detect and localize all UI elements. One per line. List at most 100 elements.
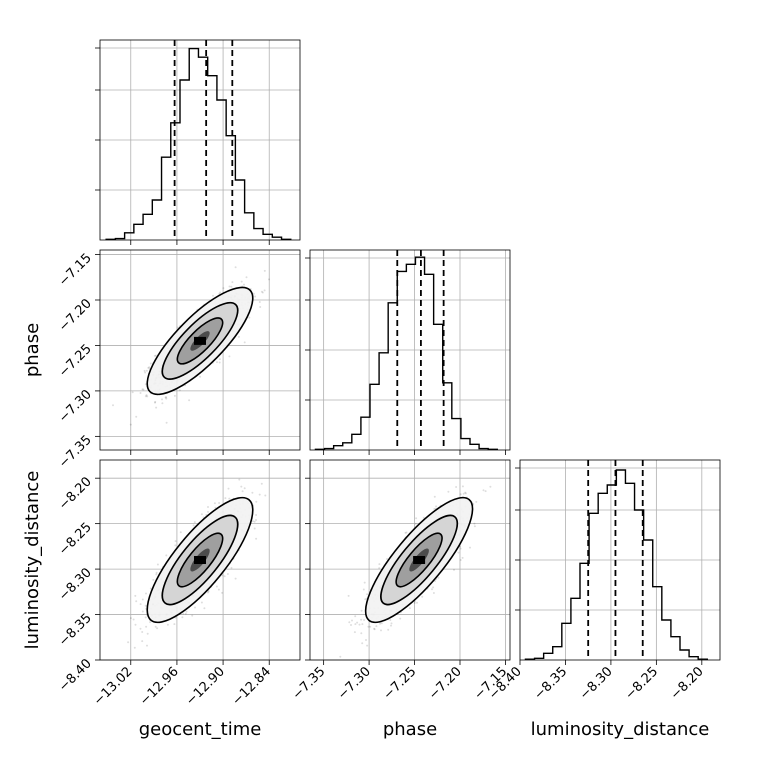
density-geocent-time-vs-luminosity-distance-point [155,573,158,576]
density-geocent-time-vs-phase-point [188,399,191,402]
density-geocent-time-vs-phase-point [145,369,148,372]
density-geocent-time-vs-phase-point [260,290,263,293]
density-geocent-time-vs-luminosity-distance-point [243,487,246,490]
density-geocent-time-vs-luminosity-distance-point [141,631,144,633]
density-geocent-time-vs-luminosity-distance-point [165,554,168,557]
density-geocent-time-vs-phase-point [129,423,132,426]
panel-phase-histogram [305,249,511,455]
density-geocent-time-vs-luminosity-distance-point [223,575,226,578]
density-geocent-time-vs-luminosity-distance-point [139,627,142,630]
density-phase-vs-luminosity-distance-point [360,609,363,612]
density-geocent-time-vs-phase-point [165,396,168,399]
density-phase-vs-luminosity-distance-point [459,559,462,561]
density-geocent-time-vs-luminosity-distance-point [255,537,258,540]
density-geocent-time-vs-phase-point [146,395,149,398]
density-geocent-time-vs-luminosity-distance-point [277,452,279,454]
density-geocent-time-vs-luminosity-distance-frame [99,459,301,661]
density-phase-vs-luminosity-distance-point [380,629,382,632]
density-phase-vs-luminosity-distance-point [373,628,376,631]
density-geocent-time-vs-luminosity-distance-plot-area [127,452,279,649]
density-geocent-time-vs-phase-point [219,291,222,294]
density-geocent-time-vs-luminosity-distance-point [184,612,187,615]
density-phase-vs-luminosity-distance-point [459,547,462,550]
density-geocent-time-vs-phase-point [178,389,181,392]
density-phase-vs-luminosity-distance-point [387,628,390,631]
density-geocent-time-vs-luminosity-distance-point [149,587,152,590]
density-geocent-time-vs-phase-point [148,366,151,369]
density-geocent-time-vs-phase-point [153,354,156,357]
density-phase-vs-luminosity-distance-point [473,525,476,528]
density-geocent-time-vs-luminosity-distance-point [144,604,147,607]
density-geocent-time-vs-phase-frame [99,249,301,451]
density-phase-vs-luminosity-distance-point [390,622,393,625]
density-geocent-time-vs-phase-point [263,269,266,272]
density-geocent-time-vs-luminosity-distance-point [139,603,142,606]
density-geocent-time-vs-phase-point [164,396,167,399]
density-geocent-time-vs-phase-point [199,375,202,378]
density-phase-vs-luminosity-distance-point [484,490,487,493]
density-geocent-time-vs-luminosity-distance-point [182,612,185,615]
density-phase-vs-luminosity-distance-point [354,615,357,618]
density-geocent-time-vs-phase-point [231,281,234,284]
density-geocent-time-vs-luminosity-distance-point [129,617,132,620]
panel-geocent-time-histogram [95,39,301,245]
density-geocent-time-vs-luminosity-distance-point [146,632,149,635]
density-phase-vs-luminosity-distance-point [457,551,460,554]
density-geocent-time-vs-luminosity-distance-point [141,610,144,613]
density-phase-vs-luminosity-distance-point [369,625,372,628]
density-phase-vs-luminosity-distance-point [351,619,353,622]
density-phase-vs-luminosity-distance-point [414,522,417,525]
hist-luminosity-distance-frame [519,459,721,661]
density-geocent-time-vs-luminosity-distance-point [134,623,137,626]
density-geocent-time-vs-phase-point [218,292,221,295]
density-geocent-time-vs-luminosity-distance-point [154,625,157,628]
density-phase-vs-luminosity-distance-point [389,619,392,621]
density-geocent-time-vs-phase-point [144,395,147,398]
density-geocent-time-vs-luminosity-distance-point [174,544,177,547]
panel-geocent-time-vs-luminosity-distance [95,452,301,665]
density-geocent-time-vs-luminosity-distance-point [200,513,203,516]
panel-geocent-time-vs-phase [95,249,301,455]
density-geocent-time-vs-luminosity-distance-point [217,588,220,591]
density-geocent-time-vs-luminosity-distance-point [224,497,227,500]
density-geocent-time-vs-phase-point [147,366,150,369]
density-phase-vs-luminosity-distance-plot-area [339,485,492,658]
density-geocent-time-vs-luminosity-distance-density-peak [194,556,206,564]
density-phase-vs-luminosity-distance-point [408,607,411,610]
density-phase-vs-luminosity-distance-point [469,546,471,549]
density-geocent-time-vs-phase-point [259,306,262,308]
density-geocent-time-vs-luminosity-distance-point [156,563,159,566]
density-geocent-time-vs-luminosity-distance-point [213,502,216,505]
density-phase-vs-luminosity-distance-point [386,558,388,560]
density-geocent-time-vs-phase-point [258,301,261,303]
density-phase-vs-luminosity-distance-point [354,623,357,626]
density-phase-vs-luminosity-distance-point [353,631,356,634]
density-geocent-time-vs-phase-point [245,276,248,279]
density-geocent-time-vs-luminosity-distance-point [215,585,218,588]
density-geocent-time-vs-luminosity-distance-point [134,594,137,597]
density-geocent-time-vs-phase-point [131,391,134,394]
density-geocent-time-vs-luminosity-distance-point [260,482,263,485]
density-geocent-time-vs-luminosity-distance-point [251,491,254,494]
density-geocent-time-vs-phase-point [112,404,114,407]
density-geocent-time-vs-phase-point [222,287,225,290]
density-geocent-time-vs-phase-point [161,398,163,401]
density-geocent-time-vs-luminosity-distance-point [255,514,258,516]
density-geocent-time-vs-luminosity-distance-point [181,616,184,619]
density-geocent-time-vs-luminosity-distance-point [251,520,254,523]
density-geocent-time-vs-phase-plot-area [112,266,270,426]
density-phase-vs-luminosity-distance-point [433,508,436,510]
density-geocent-time-vs-phase-point [161,402,164,405]
density-phase-vs-luminosity-distance-point [413,602,416,604]
density-geocent-time-vs-phase-point [154,400,157,403]
density-geocent-time-vs-luminosity-distance-point [234,577,237,580]
density-geocent-time-vs-luminosity-distance-point [218,502,221,504]
density-geocent-time-vs-phase-point [154,401,156,404]
density-geocent-time-vs-luminosity-distance-point [173,623,176,626]
density-geocent-time-vs-phase-point [263,289,266,292]
density-geocent-time-vs-luminosity-distance-point [127,641,130,644]
density-geocent-time-vs-luminosity-distance-point [156,627,159,630]
density-phase-vs-luminosity-distance-point [360,632,363,635]
density-geocent-time-vs-luminosity-distance-point [214,506,217,509]
density-geocent-time-vs-luminosity-distance-point [253,520,256,523]
